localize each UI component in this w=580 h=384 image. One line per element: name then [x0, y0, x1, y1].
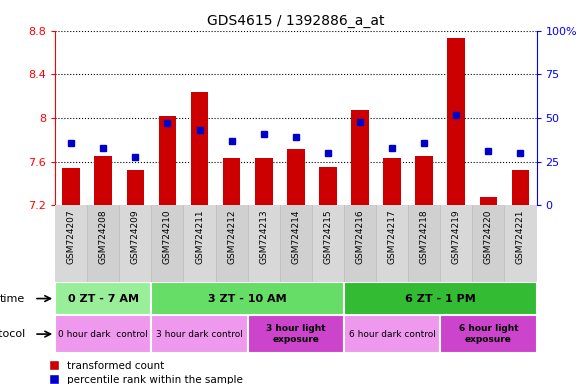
Bar [255, 159, 273, 205]
Bar [191, 92, 208, 205]
Bar [223, 159, 241, 205]
Text: GSM724217: GSM724217 [387, 209, 397, 264]
Text: 3 hour dark control: 3 hour dark control [156, 329, 243, 339]
Text: GSM724218: GSM724218 [420, 209, 429, 264]
Text: GSM724210: GSM724210 [163, 209, 172, 264]
Text: GSM724219: GSM724219 [452, 209, 461, 264]
Bar [158, 116, 176, 205]
Text: GSM724216: GSM724216 [356, 209, 364, 264]
Text: time: time [0, 293, 25, 304]
Bar [126, 170, 144, 205]
Bar [151, 205, 183, 282]
Bar [312, 205, 344, 282]
Bar [480, 197, 497, 205]
Bar [183, 205, 216, 282]
Text: 3 hour light
exposure: 3 hour light exposure [266, 324, 325, 344]
Text: 0 hour dark  control: 0 hour dark control [59, 329, 148, 339]
Bar [472, 205, 505, 282]
Bar [415, 156, 433, 205]
Text: 6 hour dark control: 6 hour dark control [349, 329, 436, 339]
Bar [440, 205, 472, 282]
Bar [87, 205, 119, 282]
Text: 3 ZT - 10 AM: 3 ZT - 10 AM [208, 293, 287, 304]
Bar [512, 170, 530, 205]
Bar [351, 111, 369, 205]
Text: 6 ZT - 1 PM: 6 ZT - 1 PM [405, 293, 476, 304]
Bar [248, 205, 280, 282]
Bar [319, 167, 337, 205]
Text: GSM724220: GSM724220 [484, 209, 493, 264]
Text: GSM724212: GSM724212 [227, 209, 236, 264]
Bar [344, 315, 440, 353]
Text: GSM724207: GSM724207 [67, 209, 75, 264]
Bar [344, 205, 376, 282]
Title: GDS4615 / 1392886_a_at: GDS4615 / 1392886_a_at [207, 14, 385, 28]
Text: GSM724214: GSM724214 [291, 209, 300, 264]
Bar [408, 205, 440, 282]
Bar [95, 156, 112, 205]
Bar [287, 149, 305, 205]
Text: 0 ZT - 7 AM: 0 ZT - 7 AM [68, 293, 139, 304]
Text: GSM724211: GSM724211 [195, 209, 204, 264]
Bar [55, 282, 151, 315]
Bar [62, 168, 80, 205]
Bar [376, 205, 408, 282]
Bar [151, 282, 344, 315]
Bar [447, 38, 465, 205]
Text: GSM724215: GSM724215 [324, 209, 332, 264]
Legend: transformed count, percentile rank within the sample: transformed count, percentile rank withi… [46, 357, 246, 384]
Text: protocol: protocol [0, 329, 25, 339]
Text: GSM724213: GSM724213 [259, 209, 268, 264]
Bar [344, 282, 536, 315]
Text: GSM724209: GSM724209 [131, 209, 140, 264]
Bar [151, 315, 248, 353]
Bar [55, 205, 87, 282]
Bar [248, 315, 344, 353]
Bar [216, 205, 248, 282]
Bar [119, 205, 151, 282]
Bar [55, 315, 151, 353]
Text: GSM724221: GSM724221 [516, 209, 525, 264]
Text: GSM724208: GSM724208 [99, 209, 108, 264]
Bar [440, 315, 536, 353]
Bar [383, 159, 401, 205]
Text: 6 hour light
exposure: 6 hour light exposure [459, 324, 518, 344]
Bar [505, 205, 536, 282]
Bar [280, 205, 312, 282]
